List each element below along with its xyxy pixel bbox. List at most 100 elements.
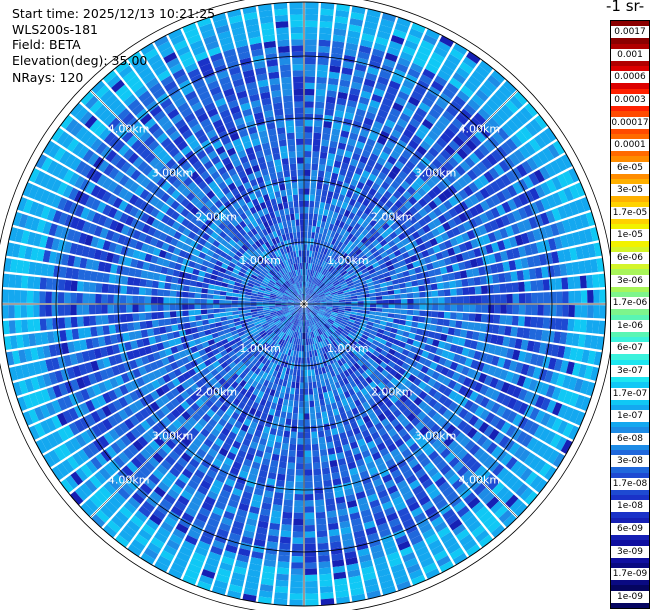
range-gate-cell bbox=[271, 349, 277, 356]
range-gate-cell bbox=[102, 392, 112, 404]
range-gate-cell bbox=[172, 352, 182, 361]
range-gate-cell bbox=[268, 368, 275, 376]
range-gate-cell bbox=[244, 291, 252, 296]
range-gate-cell bbox=[118, 187, 129, 199]
range-gate-cell bbox=[462, 538, 477, 552]
range-gate-cell bbox=[305, 39, 317, 46]
range-gate-cell bbox=[433, 332, 442, 340]
range-gate-cell bbox=[365, 584, 380, 594]
range-gate-cell bbox=[291, 310, 297, 315]
range-gate-cell bbox=[428, 450, 440, 461]
range-gate-cell bbox=[431, 516, 444, 528]
range-gate-cell bbox=[529, 353, 539, 366]
range-gate-cell bbox=[245, 452, 255, 462]
range-gate-cell bbox=[328, 184, 336, 193]
range-gate-cell bbox=[365, 324, 373, 330]
range-gate-cell bbox=[286, 188, 293, 196]
range-gate-cell bbox=[312, 308, 319, 313]
range-gate-cell bbox=[262, 268, 269, 274]
range-gate-cell bbox=[344, 308, 352, 312]
range-gate-cell bbox=[250, 253, 258, 260]
range-gate-cell bbox=[394, 23, 409, 34]
range-gate-cell bbox=[262, 194, 270, 202]
range-gate-cell bbox=[135, 108, 149, 121]
range-gate-cell bbox=[167, 354, 176, 364]
range-gate-cell bbox=[166, 57, 181, 69]
range-gate-cell bbox=[272, 152, 281, 161]
range-gate-cell bbox=[114, 314, 121, 324]
range-gate-cell bbox=[207, 236, 216, 244]
range-gate-cell bbox=[130, 515, 144, 528]
range-gate-cell bbox=[269, 427, 277, 436]
range-gate-cell bbox=[367, 397, 376, 407]
range-gate-cell bbox=[394, 438, 405, 448]
range-gate-cell bbox=[77, 449, 90, 463]
range-gate-cell bbox=[256, 423, 264, 432]
range-gate-cell bbox=[280, 372, 286, 380]
range-gate-cell bbox=[302, 314, 304, 321]
range-gate-cell bbox=[317, 536, 329, 544]
range-gate-cell bbox=[162, 374, 172, 384]
range-gate-cell bbox=[302, 275, 304, 282]
range-gate-cell bbox=[201, 246, 209, 254]
range-gate-cell bbox=[190, 123, 202, 134]
range-gate-cell bbox=[264, 553, 277, 562]
range-gate-cell bbox=[242, 325, 250, 331]
range-gate-cell bbox=[67, 255, 76, 267]
range-gate-cell bbox=[420, 441, 431, 452]
range-gate-cell bbox=[410, 62, 424, 74]
range-gate-cell bbox=[355, 343, 363, 350]
range-gate-cell bbox=[218, 394, 227, 404]
range-gate-cell bbox=[212, 360, 221, 369]
range-gate-cell bbox=[524, 471, 538, 486]
range-gate-cell bbox=[324, 270, 330, 277]
range-gate-cell bbox=[284, 493, 294, 501]
range-gate-cell bbox=[385, 321, 393, 328]
range-gate-cell bbox=[222, 226, 231, 235]
range-gate-cell bbox=[324, 262, 330, 270]
range-gate-cell bbox=[234, 406, 243, 415]
range-gate-cell bbox=[196, 190, 206, 200]
range-gate-cell bbox=[456, 312, 463, 321]
range-gate-cell bbox=[108, 324, 116, 334]
range-gate-cell bbox=[321, 461, 330, 469]
range-gate-cell bbox=[458, 396, 469, 407]
range-gate-cell bbox=[159, 274, 167, 282]
range-gate-cell bbox=[296, 375, 300, 383]
range-gate-cell bbox=[287, 239, 292, 247]
range-gate-cell bbox=[356, 390, 364, 399]
range-gate-cell bbox=[434, 476, 447, 488]
range-gate-cell bbox=[310, 412, 316, 420]
range-gate-cell bbox=[298, 413, 304, 420]
range-gate-cell bbox=[518, 449, 531, 463]
range-gate-cell bbox=[261, 28, 275, 37]
range-gate-cell bbox=[302, 268, 304, 276]
range-gate-cell bbox=[266, 541, 278, 549]
range-gate-cell bbox=[457, 374, 467, 385]
range-gate-cell bbox=[292, 375, 297, 383]
range-gate-cell bbox=[324, 378, 330, 386]
range-gate-cell bbox=[280, 317, 287, 323]
range-gate-cell bbox=[267, 394, 274, 403]
range-gate-cell bbox=[335, 445, 344, 454]
range-gate-cell bbox=[194, 304, 201, 310]
range-gate-cell bbox=[338, 305, 346, 309]
range-gate-cell bbox=[392, 28, 407, 40]
range-gate-cell bbox=[359, 423, 368, 433]
range-gate-cell bbox=[392, 190, 402, 200]
range-gate-cell bbox=[160, 333, 169, 342]
range-gate-cell bbox=[254, 190, 263, 199]
range-gate-cell bbox=[268, 433, 276, 442]
range-gate-cell bbox=[325, 308, 333, 312]
range-gate-cell bbox=[91, 170, 103, 184]
range-gate-cell bbox=[172, 178, 183, 189]
range-gate-cell bbox=[284, 348, 290, 355]
range-gate-cell bbox=[151, 288, 158, 296]
range-gate-cell bbox=[481, 438, 493, 451]
range-gate-cell bbox=[306, 306, 312, 311]
range-gate-cell bbox=[384, 437, 394, 447]
range-gate-cell bbox=[332, 565, 346, 574]
range-gate-cell bbox=[251, 48, 264, 57]
range-gate-cell bbox=[418, 124, 430, 135]
range-gate-cell bbox=[294, 305, 301, 308]
